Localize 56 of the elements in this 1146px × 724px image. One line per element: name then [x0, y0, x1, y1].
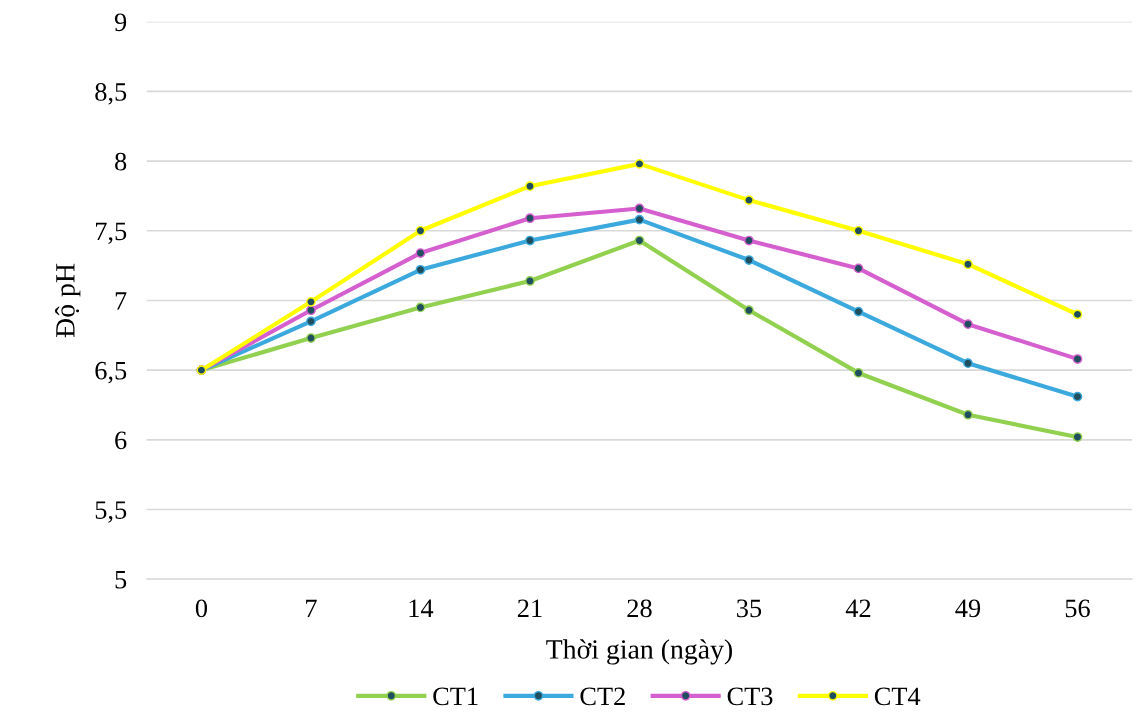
point: [525, 213, 535, 224]
y-tick-label: 5: [115, 571, 127, 589]
point: [853, 306, 864, 317]
x-tick-label: 7: [306, 599, 317, 617]
y-tick-label: 6: [115, 431, 127, 450]
x-tick-label: 14: [409, 599, 434, 617]
x-tick-label: 49: [955, 599, 981, 618]
point: [634, 203, 645, 214]
point: [744, 305, 754, 316]
y-tick-label: 6,5: [95, 361, 127, 384]
x-tick-label: 42: [845, 599, 871, 617]
point: [963, 319, 973, 330]
legend-label: CT1: [433, 687, 478, 706]
legend-label: CT3: [727, 687, 773, 706]
point: [306, 296, 316, 307]
point: [634, 159, 645, 169]
point: [1072, 432, 1083, 442]
legend-label: CT4: [874, 687, 921, 706]
point: [415, 264, 426, 275]
point: [1072, 354, 1083, 364]
point: [306, 316, 316, 327]
point: [744, 255, 754, 265]
point: [744, 195, 754, 205]
point: [306, 305, 316, 316]
y-tick-label: 7: [115, 292, 127, 310]
x-tick-label: 0: [195, 599, 208, 618]
point: [525, 276, 535, 286]
point: [306, 333, 316, 343]
y-tick-label: 5,5: [95, 501, 127, 523]
point: [853, 225, 864, 236]
point: [963, 409, 973, 420]
x-tick-label: 28: [627, 599, 652, 618]
point: [525, 235, 535, 246]
y-tick-label: 8: [115, 152, 127, 171]
point: [415, 248, 426, 258]
y-tick-label: 9: [114, 13, 127, 32]
point: [525, 181, 535, 192]
y-tick-label: 8,5: [95, 83, 127, 105]
point: [1072, 309, 1083, 320]
point: [634, 214, 645, 225]
point: [963, 358, 973, 369]
point: [415, 302, 426, 313]
point: [963, 259, 973, 270]
x-tick-label: 56: [1065, 599, 1090, 618]
x-tick-label: 35: [737, 599, 762, 618]
point: [415, 225, 426, 236]
point: [853, 368, 864, 378]
point: [634, 235, 645, 246]
point: [744, 235, 754, 246]
x-axis-title: Thời gian (ngày): [546, 639, 732, 665]
point: [853, 263, 864, 274]
legend-label: CT2: [580, 687, 625, 706]
y-tick-label: 7,5: [96, 222, 127, 244]
y-axis-title: Độ pH: [55, 263, 81, 338]
point: [1072, 391, 1083, 402]
x-tick-label: 21: [517, 599, 542, 617]
